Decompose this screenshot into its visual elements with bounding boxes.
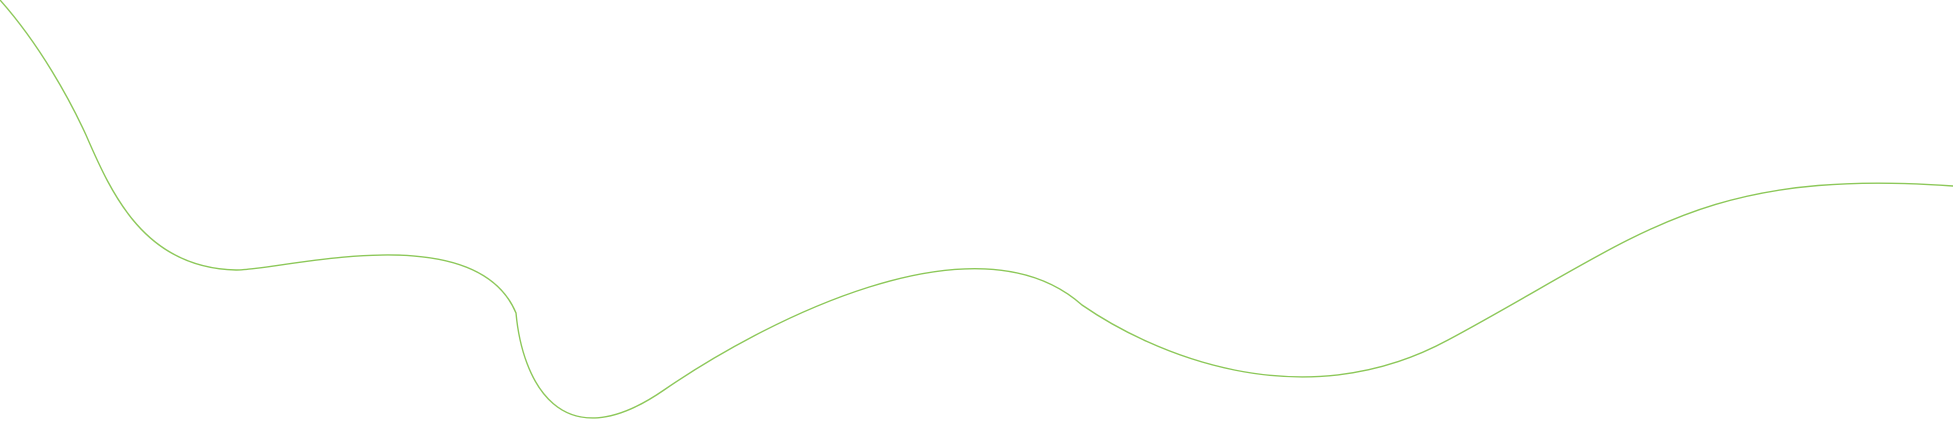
wave-path bbox=[0, 0, 1953, 419]
